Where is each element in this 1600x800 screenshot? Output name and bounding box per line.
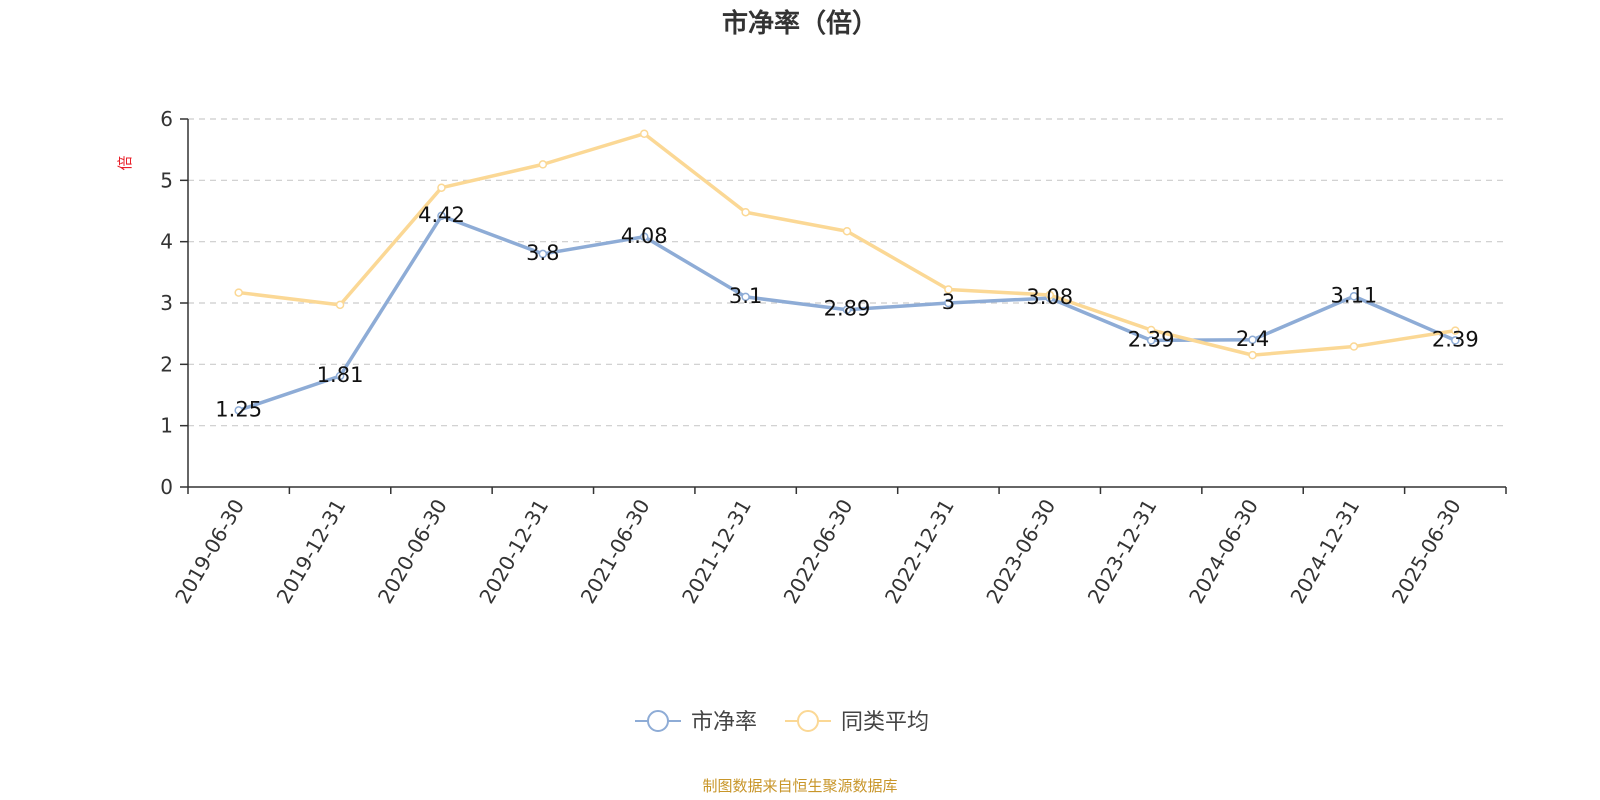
data-label: 3.8	[526, 241, 559, 265]
data-label: 3	[942, 290, 955, 314]
data-point	[437, 183, 446, 192]
data-point	[842, 305, 852, 314]
x-tick-label: 2023-06-30	[981, 495, 1060, 608]
y-tick-label: 2	[160, 352, 173, 376]
chart-title: 市净率（倍）	[722, 8, 878, 39]
axes: 0 1 2 3 4 5 6 2019-06-30 2019-12-31 2020-06-30 202…	[160, 107, 1507, 608]
x-tick-label: 2022-06-30	[778, 495, 857, 608]
data-labels: 1.25 1.81 4.42 3.8 4.08 3.1 2.89 3 3.08 2.39 2.4 3.…	[215, 203, 1478, 421]
data-point	[437, 211, 446, 221]
x-tick-label: 2023-12-31	[1083, 495, 1162, 608]
data-point	[639, 232, 649, 242]
y-tick-label: 6	[160, 107, 173, 131]
data-point	[335, 371, 345, 381]
series-line	[236, 131, 1458, 357]
data-point	[741, 207, 750, 217]
data-point	[944, 285, 953, 294]
data-point	[538, 160, 548, 169]
x-tick-label: 2019-06-30	[170, 495, 249, 608]
data-label: 4.42	[418, 203, 465, 227]
series-layer	[234, 129, 1460, 415]
x-tick-label: 2025-06-30	[1387, 495, 1466, 608]
data-label: 3.11	[1331, 283, 1378, 307]
grid-lines	[188, 118, 1506, 427]
data-point	[1146, 325, 1156, 335]
data-label: 4.08	[621, 224, 668, 248]
y-axis-label: 倍	[116, 155, 134, 170]
data-label: 1.81	[317, 363, 364, 387]
data-label: 2.39	[1432, 327, 1479, 351]
legend-label: 市净率	[691, 710, 757, 735]
data-point	[944, 298, 953, 308]
y-tick-label: 5	[160, 168, 173, 192]
data-point	[1349, 292, 1359, 301]
data-point	[335, 300, 345, 310]
source-note: 制图数据来自恒生聚源数据库	[702, 777, 897, 795]
data-point	[538, 249, 548, 259]
data-point	[842, 226, 852, 236]
y-tick-label: 0	[160, 475, 173, 499]
data-point	[1045, 290, 1055, 300]
data-point	[1451, 336, 1460, 345]
data-label: 2.39	[1128, 327, 1175, 351]
data-label: 3.1	[729, 284, 762, 308]
data-label: 1.25	[215, 397, 262, 421]
data-point	[1451, 326, 1460, 335]
data-point	[234, 406, 243, 415]
y-tick-label: 4	[160, 230, 173, 254]
x-tick-label: 2019-12-31	[272, 495, 351, 608]
x-tick-label: 2020-12-31	[474, 495, 553, 608]
legend-item-1[interactable]: 市净率	[635, 710, 757, 735]
y-tick-label: 3	[160, 291, 173, 315]
data-point	[639, 129, 649, 138]
data-point	[1146, 336, 1156, 345]
data-label: 3.08	[1026, 285, 1073, 309]
data-label: 2.4	[1236, 327, 1269, 351]
series-2	[234, 129, 1460, 360]
data-point	[741, 292, 750, 302]
x-tick-label: 2024-06-30	[1184, 495, 1263, 608]
x-tick-label: 2022-12-31	[880, 495, 959, 608]
data-point	[1349, 342, 1359, 351]
data-label: 2.89	[824, 297, 871, 321]
data-point	[1248, 335, 1257, 345]
data-point	[234, 288, 243, 297]
legend-item-2[interactable]: 同类平均	[785, 710, 929, 735]
x-tick-label: 2021-06-30	[576, 495, 655, 608]
legend-label: 同类平均	[841, 710, 929, 735]
x-tick-label: 2020-06-30	[373, 495, 452, 608]
series-1	[234, 211, 1460, 415]
legend[interactable]: 市净率 同类平均	[635, 710, 929, 735]
x-tick-label: 2024-12-31	[1285, 495, 1364, 608]
x-tick-label: 2021-12-31	[677, 495, 756, 608]
legend-marker-icon	[647, 710, 669, 732]
y-tick-label: 1	[160, 414, 173, 438]
data-point	[1248, 350, 1257, 360]
legend-marker-icon	[797, 710, 819, 732]
